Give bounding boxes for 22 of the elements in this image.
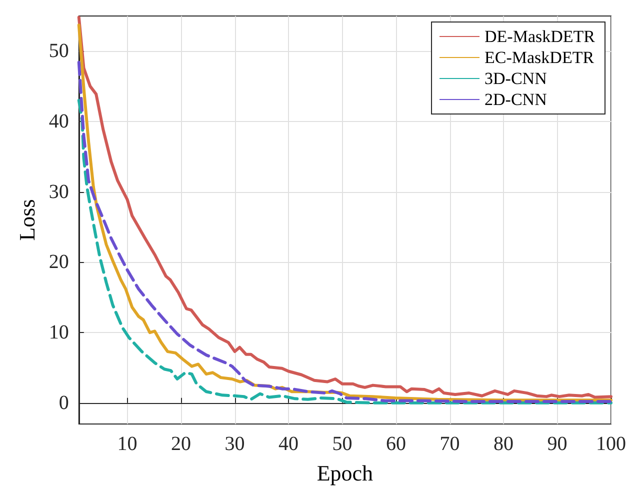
y-tick-label: 50: [48, 40, 69, 62]
legend-label: 3D-CNN: [484, 69, 547, 88]
y-tick-label: 10: [48, 322, 69, 344]
x-tick-label: 80: [494, 433, 514, 455]
y-tick-label: 0: [58, 392, 69, 414]
x-tick-label: 70: [440, 433, 460, 455]
x-tick-label: 30: [224, 433, 245, 455]
x-tick-label: 60: [386, 433, 406, 455]
y-tick-label: 40: [48, 110, 69, 133]
legend-label: EC-MaskDETR: [484, 48, 595, 67]
x-axis-title: Epoch: [316, 460, 374, 486]
x-tick-label: 50: [332, 433, 352, 455]
x-tick-label: 90: [547, 433, 568, 455]
x-tick-label: 100: [596, 433, 626, 455]
x-tick-label: 10: [117, 433, 138, 455]
legend-label: DE-MaskDETR: [484, 27, 596, 46]
x-tick-label: 20: [171, 433, 192, 455]
x-tick-label: 40: [278, 433, 299, 455]
y-tick-label: 20: [48, 251, 69, 274]
y-tick-label: 30: [48, 180, 69, 203]
y-axis-title: Loss: [14, 199, 40, 241]
legend-label: 2D-CNN: [484, 90, 547, 109]
